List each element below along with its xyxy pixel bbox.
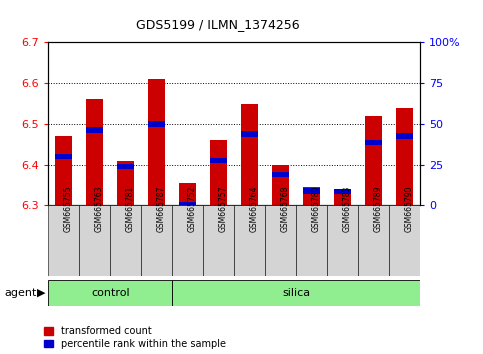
Bar bbox=[179, 183, 196, 205]
Bar bbox=[86, 99, 103, 205]
Text: GSM665764: GSM665764 bbox=[250, 185, 259, 232]
Text: GSM665755: GSM665755 bbox=[64, 185, 73, 232]
Bar bbox=[148, 121, 165, 126]
Bar bbox=[117, 164, 134, 169]
FancyBboxPatch shape bbox=[203, 205, 234, 276]
Text: GSM665781: GSM665781 bbox=[126, 186, 135, 232]
Bar bbox=[48, 280, 172, 306]
FancyBboxPatch shape bbox=[172, 205, 203, 276]
Bar bbox=[210, 158, 227, 163]
Text: silica: silica bbox=[282, 288, 310, 298]
Bar bbox=[334, 189, 351, 194]
Text: GSM665790: GSM665790 bbox=[405, 185, 414, 232]
Text: GDS5199 / ILMN_1374256: GDS5199 / ILMN_1374256 bbox=[136, 18, 299, 31]
Bar bbox=[272, 165, 289, 205]
FancyBboxPatch shape bbox=[265, 205, 296, 276]
Bar bbox=[241, 104, 258, 205]
Legend: transformed count, percentile rank within the sample: transformed count, percentile rank withi… bbox=[43, 326, 226, 349]
FancyBboxPatch shape bbox=[389, 205, 420, 276]
Bar bbox=[117, 161, 134, 205]
Bar bbox=[365, 139, 382, 145]
Bar bbox=[148, 79, 165, 205]
Bar bbox=[241, 131, 258, 137]
Text: GSM665763: GSM665763 bbox=[95, 185, 104, 232]
FancyBboxPatch shape bbox=[79, 205, 110, 276]
Bar bbox=[396, 133, 413, 139]
Text: GSM665768: GSM665768 bbox=[281, 185, 290, 232]
Bar bbox=[334, 189, 351, 205]
Bar bbox=[365, 116, 382, 205]
FancyBboxPatch shape bbox=[327, 205, 358, 276]
Text: GSM665752: GSM665752 bbox=[188, 185, 197, 232]
Bar bbox=[210, 140, 227, 205]
Text: agent: agent bbox=[5, 288, 37, 298]
Bar bbox=[172, 280, 420, 306]
Text: ▶: ▶ bbox=[37, 288, 45, 298]
Text: control: control bbox=[91, 288, 129, 298]
FancyBboxPatch shape bbox=[48, 205, 79, 276]
Text: GSM665757: GSM665757 bbox=[219, 185, 228, 232]
Bar bbox=[396, 108, 413, 205]
Text: GSM665787: GSM665787 bbox=[157, 185, 166, 232]
Text: GSM665780: GSM665780 bbox=[312, 185, 321, 232]
FancyBboxPatch shape bbox=[296, 205, 327, 276]
Bar bbox=[86, 127, 103, 133]
FancyBboxPatch shape bbox=[234, 205, 265, 276]
Bar bbox=[303, 188, 320, 194]
Bar bbox=[303, 187, 320, 205]
Text: GSM665789: GSM665789 bbox=[374, 185, 383, 232]
FancyBboxPatch shape bbox=[141, 205, 172, 276]
Bar bbox=[179, 202, 196, 207]
Text: GSM665783: GSM665783 bbox=[343, 185, 352, 232]
Bar bbox=[55, 136, 72, 205]
FancyBboxPatch shape bbox=[110, 205, 141, 276]
Bar bbox=[55, 154, 72, 159]
Bar bbox=[272, 172, 289, 177]
FancyBboxPatch shape bbox=[358, 205, 389, 276]
